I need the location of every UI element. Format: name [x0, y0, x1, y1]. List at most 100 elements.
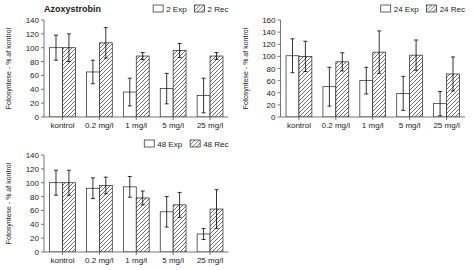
y-tick — [41, 168, 44, 169]
y-tick — [278, 104, 281, 105]
error-bar — [215, 53, 219, 60]
legend-swatch — [381, 5, 391, 12]
x-tick-label: kontrol — [287, 121, 311, 130]
y-tick — [41, 155, 44, 156]
x-tick — [298, 117, 299, 120]
y-axis-label: Fotosyntese - % af kontrol — [242, 27, 250, 109]
y-tick-label: 140 — [26, 151, 40, 160]
error-bar — [165, 197, 169, 227]
x-tick — [446, 117, 447, 120]
y-tick — [41, 224, 44, 225]
x-tick — [62, 117, 63, 120]
y-tick-label: 100 — [26, 179, 40, 188]
y-tick-label: 20 — [30, 99, 39, 108]
y-tick — [278, 92, 281, 93]
error-bar — [178, 44, 182, 58]
y-tick — [41, 103, 44, 104]
x-tick-label: 5 mg/l — [162, 256, 184, 265]
x-tick — [173, 252, 174, 255]
error-bar — [451, 57, 455, 91]
figure: 0 20 40 60 80 100 120 140 Fotosyntese - % af kon… — [0, 0, 473, 270]
y-tick-label: 100 — [26, 44, 40, 53]
x-tick — [136, 117, 137, 120]
panel: 020406080100120140Fotosyntese - % af kon… — [5, 4, 229, 130]
y-tick — [278, 20, 281, 21]
legend-swatch — [427, 5, 437, 12]
error-bar — [67, 34, 71, 62]
plot-area — [286, 31, 459, 117]
x-tick-label: 25 mg/l — [197, 256, 223, 265]
title: Azoxystrobin — [44, 4, 101, 14]
y-tick-label: 60 — [30, 71, 39, 80]
y-tick-label: 40 — [30, 85, 39, 94]
plot-area — [50, 170, 223, 252]
bar — [136, 198, 149, 252]
y-tick-label: 60 — [267, 77, 276, 86]
error-bar — [128, 176, 132, 197]
error-bar — [215, 190, 219, 229]
error-bar — [303, 41, 307, 71]
y-tick-label: 20 — [30, 234, 39, 243]
error-bar — [414, 40, 418, 70]
error-bar — [91, 60, 95, 84]
legend: 2 Exp2 Rec — [153, 5, 228, 14]
legend-swatch — [190, 140, 200, 147]
y-tick — [41, 252, 44, 253]
x-tick-label: 0.2 mg/l — [85, 121, 114, 130]
y-tick — [41, 89, 44, 90]
error-bar — [401, 76, 405, 110]
x-tick — [62, 252, 63, 255]
y-tick — [278, 44, 281, 45]
y-tick — [41, 117, 44, 118]
legend: 48 Exp 48 Rec — [144, 140, 228, 149]
legend-label: 48 Exp — [157, 140, 182, 149]
error-bar — [364, 67, 368, 94]
error-bar — [202, 228, 206, 239]
y-tick — [278, 32, 281, 33]
y-tick — [278, 117, 281, 118]
y-tick — [41, 210, 44, 211]
y-tick-label: 120 — [262, 40, 276, 49]
x-tick — [210, 117, 211, 120]
y-tick-label: 80 — [30, 193, 39, 202]
y-axis-label: Fotosyntese - % af kontrol — [5, 27, 13, 109]
x-tick-label: 25 mg/l — [197, 121, 223, 130]
y-tick-label: 80 — [30, 58, 39, 67]
error-bar — [91, 178, 95, 199]
y-axis-label: Fotosyntese - % af kontrol — [5, 162, 13, 244]
error-bar — [202, 78, 206, 113]
panel: 020406080100120140Fotosyntese - % af kon… — [5, 140, 229, 265]
y-tick-label: 0 — [35, 113, 40, 122]
error-bar — [438, 92, 442, 116]
x-tick — [136, 252, 137, 255]
legend-label: 48 Rec — [203, 140, 228, 149]
y-tick — [41, 75, 44, 76]
y-tick-label: 60 — [30, 206, 39, 215]
y-axis — [44, 155, 45, 252]
y-tick-label: 80 — [267, 65, 276, 74]
legend: 24 Exp24 Rec — [381, 5, 465, 14]
y-tick — [278, 80, 281, 81]
legend-swatch — [153, 5, 163, 12]
error-bar — [54, 35, 58, 60]
x-tick — [210, 252, 211, 255]
x-tick — [99, 252, 100, 255]
error-bar — [178, 192, 182, 217]
y-tick-label: 120 — [26, 30, 40, 39]
error-bar — [104, 177, 108, 194]
y-tick — [278, 56, 281, 57]
y-tick — [41, 182, 44, 183]
y-tick-label: 20 — [267, 101, 276, 110]
error-bar — [340, 53, 344, 71]
error-bar — [290, 39, 294, 73]
y-tick-label: 100 — [262, 52, 276, 61]
y-tick — [41, 47, 44, 48]
x-tick-label: kontrol — [50, 256, 74, 265]
bar — [136, 56, 149, 117]
x-tick-label: 25 mg/l — [433, 121, 459, 130]
x-tick — [173, 117, 174, 120]
x-tick-label: 1 mg/l — [125, 121, 147, 130]
bar — [99, 185, 112, 252]
legend-swatch — [144, 140, 154, 147]
error-bar — [141, 191, 145, 205]
